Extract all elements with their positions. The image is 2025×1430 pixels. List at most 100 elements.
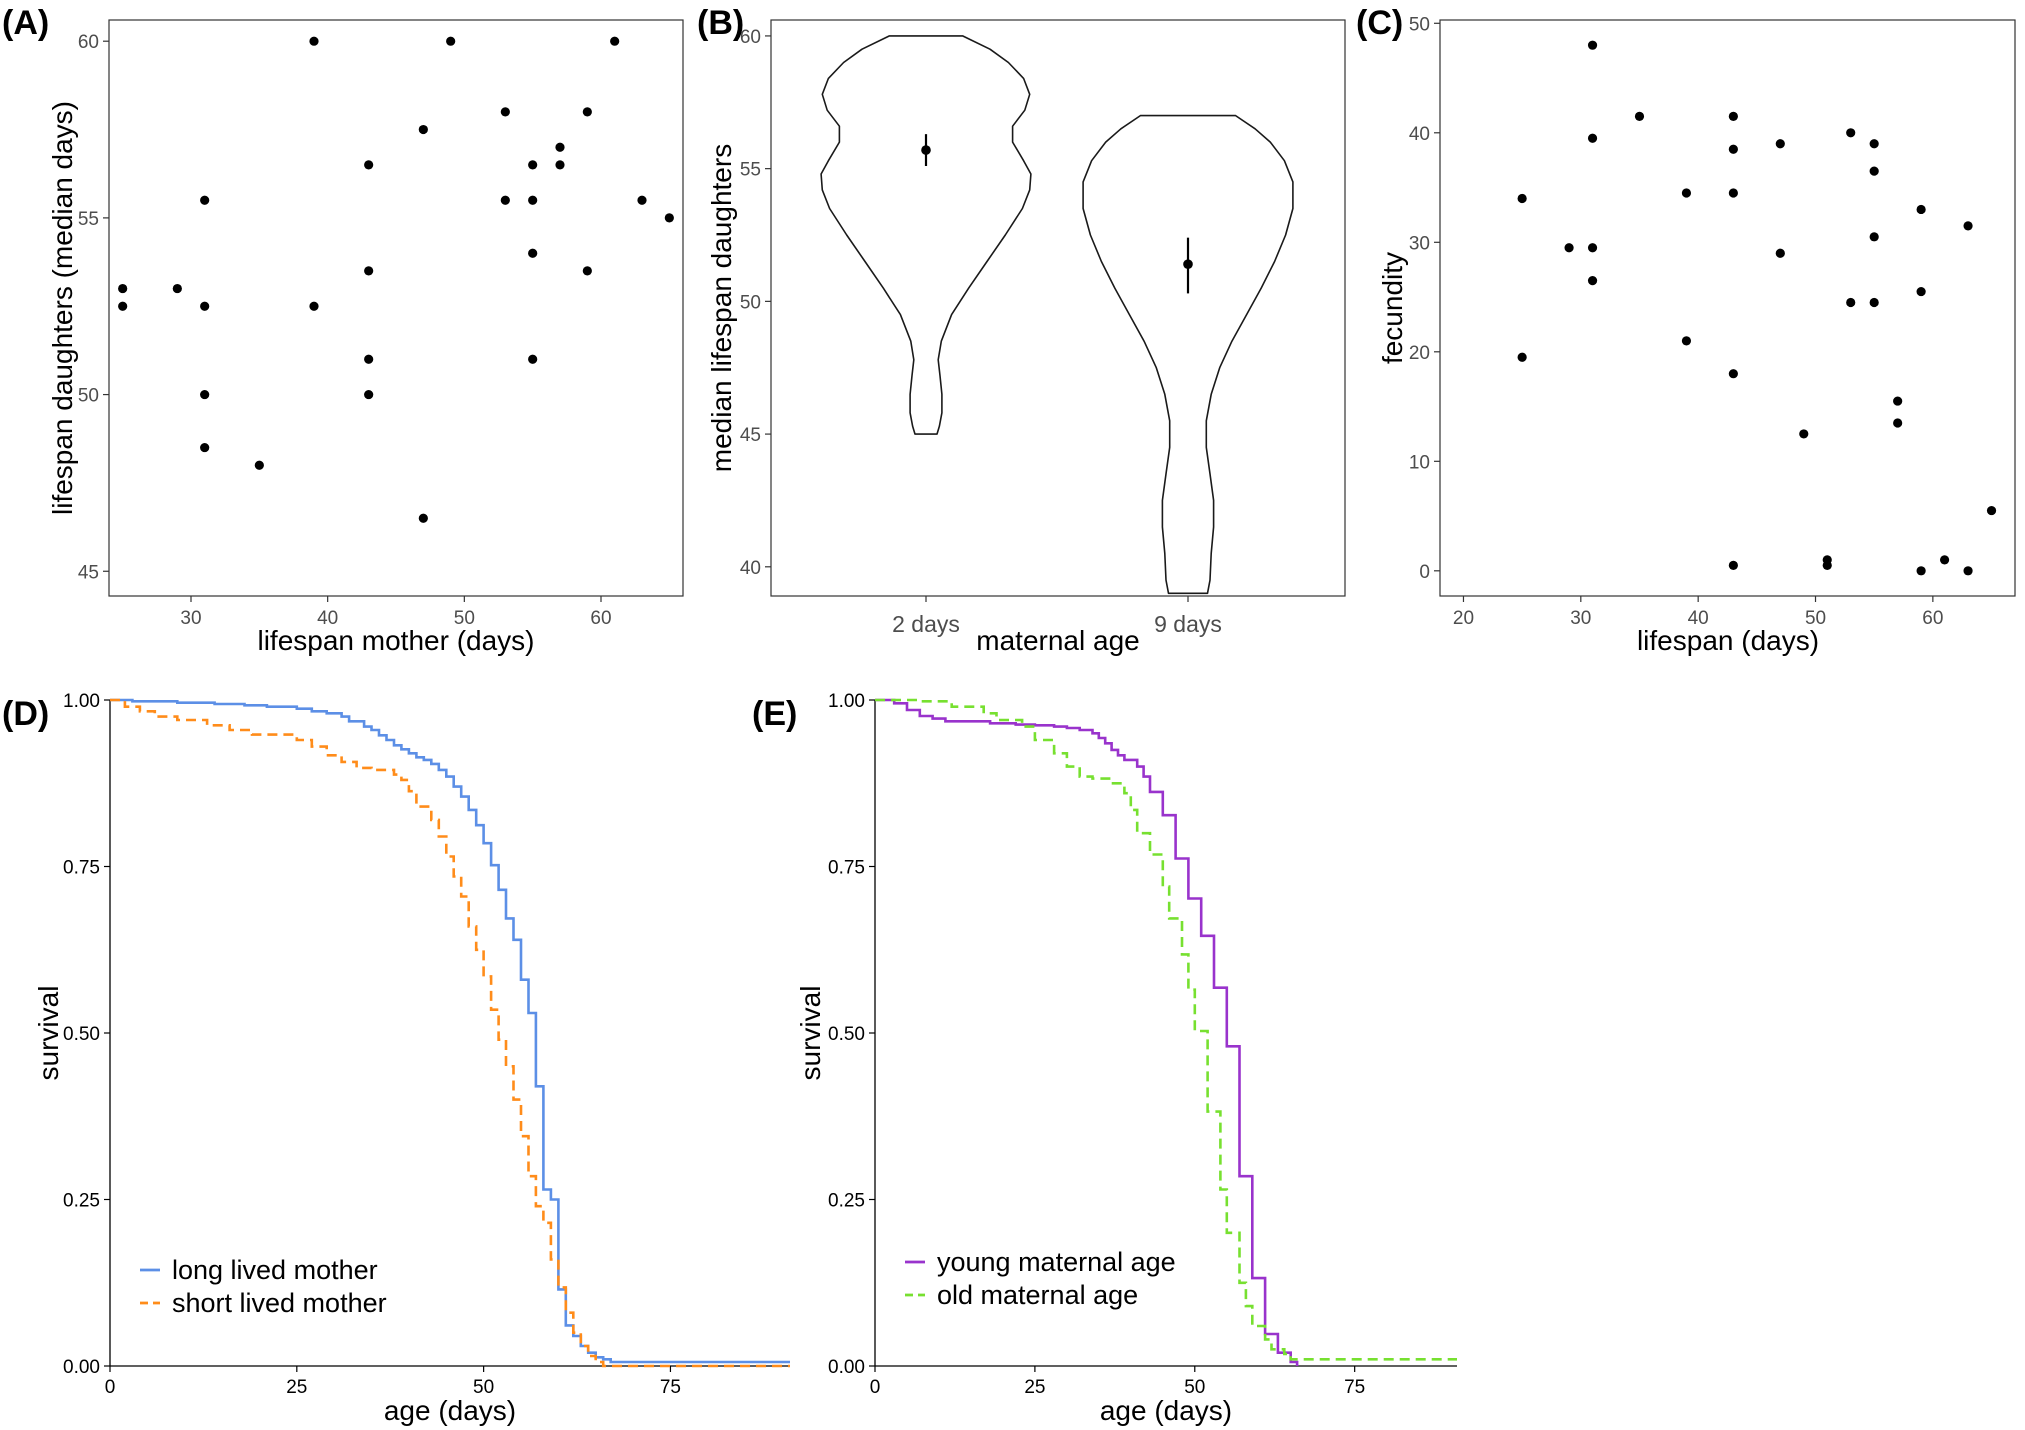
survival-curve-b — [110, 698, 790, 1368]
data-point — [1869, 232, 1879, 242]
data-point — [528, 160, 538, 170]
x-axis-title: lifespan mother (days) — [257, 625, 534, 656]
x-tick-label: 0 — [105, 1377, 116, 1398]
y-tick-label: 40 — [740, 558, 761, 579]
legend-label: short lived mother — [172, 1288, 387, 1318]
x-axis-title: maternal age — [976, 625, 1139, 656]
data-point — [1846, 128, 1856, 138]
y-tick-label: 50 — [78, 386, 99, 407]
survival-curve-a — [875, 698, 1299, 1366]
x-tick-label: 9 days — [1154, 611, 1222, 637]
y-tick-label: 45 — [740, 425, 761, 446]
y-axis-title: survival — [795, 986, 826, 1081]
legend-label: young maternal age — [937, 1247, 1176, 1277]
data-point — [1775, 248, 1785, 258]
data-point — [309, 301, 319, 311]
data-point — [528, 195, 538, 205]
x-tick-label: 25 — [286, 1377, 307, 1398]
data-point — [364, 266, 374, 276]
x-tick-label: 50 — [1184, 1377, 1205, 1398]
y-axis-title: lifespan daughters (median days) — [47, 101, 78, 515]
data-point — [1893, 396, 1903, 406]
data-point — [528, 354, 538, 364]
data-point — [1728, 188, 1738, 198]
data-point — [1846, 297, 1856, 308]
x-tick-label: 30 — [180, 608, 201, 629]
y-tick-label: 20 — [1409, 343, 1430, 364]
x-tick-label: 50 — [473, 1377, 494, 1398]
data-point — [1869, 297, 1879, 308]
data-point — [528, 248, 538, 258]
mean-point — [1183, 259, 1193, 270]
data-point — [200, 195, 210, 205]
x-tick-label: 0 — [870, 1377, 881, 1398]
data-point — [1517, 352, 1527, 362]
y-tick-label: 0.75 — [63, 858, 100, 879]
y-tick-label: 0.75 — [828, 858, 865, 879]
x-tick-label: 60 — [590, 608, 611, 629]
x-tick-label: 50 — [1805, 608, 1826, 629]
data-point — [200, 301, 210, 311]
data-point — [555, 160, 565, 170]
x-axis-title: age (days) — [1100, 1395, 1232, 1426]
violin-outline — [1082, 114, 1294, 595]
data-point — [1939, 555, 1950, 565]
y-tick-label: 30 — [1409, 233, 1430, 254]
panel-label-a: (A) — [2, 4, 49, 42]
y-tick-label: 60 — [78, 32, 99, 53]
x-tick-label: 75 — [660, 1377, 681, 1398]
data-point — [1517, 193, 1527, 204]
y-axis-title: median lifespan daughters — [706, 144, 737, 472]
y-tick-label: 60 — [740, 27, 761, 48]
panel-c-scatter: 0 10 20 30 40 50 20 30 40 50 60 lifespan (days) fecu… — [1377, 14, 2016, 656]
legend-label: old maternal age — [937, 1280, 1138, 1310]
panel-a-frame — [108, 19, 684, 597]
panel-label-c: (C) — [1356, 4, 1403, 42]
y-tick-label: 0.25 — [828, 1191, 865, 1212]
data-point — [1564, 243, 1574, 253]
data-point — [172, 283, 182, 294]
panel-d-survival: 0.00 0.25 0.50 0.75 1.00 0 25 50 75 long lived mo… — [33, 691, 790, 1426]
data-point — [637, 195, 647, 205]
data-point — [1775, 139, 1785, 149]
y-tick-label: 1.00 — [63, 691, 100, 712]
data-point — [1634, 111, 1645, 121]
panel-a-scatter: 45 50 55 60 30 40 50 60 lifespan mother (days) li… — [47, 19, 684, 656]
data-point — [664, 213, 674, 223]
x-tick-label: 25 — [1024, 1377, 1045, 1398]
data-point — [1963, 221, 1973, 231]
survival-curve-a — [110, 698, 790, 1364]
data-point — [1893, 418, 1903, 428]
x-tick-label: 75 — [1344, 1377, 1365, 1398]
panel-e-survival: 0.00 0.25 0.50 0.75 1.00 0 25 50 75 young materna… — [795, 691, 1457, 1426]
violin-outline — [820, 35, 1032, 435]
legend-label: long lived mother — [172, 1255, 378, 1285]
y-tick-label: 40 — [1409, 124, 1430, 145]
y-tick-label: 50 — [1409, 14, 1430, 35]
data-point — [118, 283, 128, 294]
data-point — [582, 107, 592, 117]
data-point — [118, 301, 128, 311]
y-tick-label: 1.00 — [828, 691, 865, 712]
data-point — [200, 442, 210, 453]
data-point — [1728, 111, 1738, 121]
panel-b-frame — [770, 19, 1346, 597]
data-point — [610, 36, 620, 46]
y-tick-label: 0.50 — [828, 1024, 865, 1045]
x-axis-title: age (days) — [384, 1395, 516, 1426]
survival-curve-b — [875, 698, 1457, 1361]
data-point — [1916, 286, 1926, 297]
data-point — [1587, 133, 1598, 143]
data-point — [1728, 560, 1738, 570]
x-tick-label: 30 — [1570, 608, 1591, 629]
y-tick-label: 45 — [78, 562, 99, 583]
data-point — [1963, 566, 1973, 576]
y-tick-label: 55 — [78, 209, 99, 230]
y-tick-label: 0.00 — [63, 1357, 100, 1378]
panel-label-d: (D) — [2, 695, 49, 733]
y-tick-label: 0 — [1419, 562, 1430, 583]
data-point — [446, 36, 456, 46]
y-axis-title: survival — [33, 986, 64, 1081]
data-point — [500, 107, 510, 117]
y-axis-title: fecundity — [1377, 252, 1408, 364]
